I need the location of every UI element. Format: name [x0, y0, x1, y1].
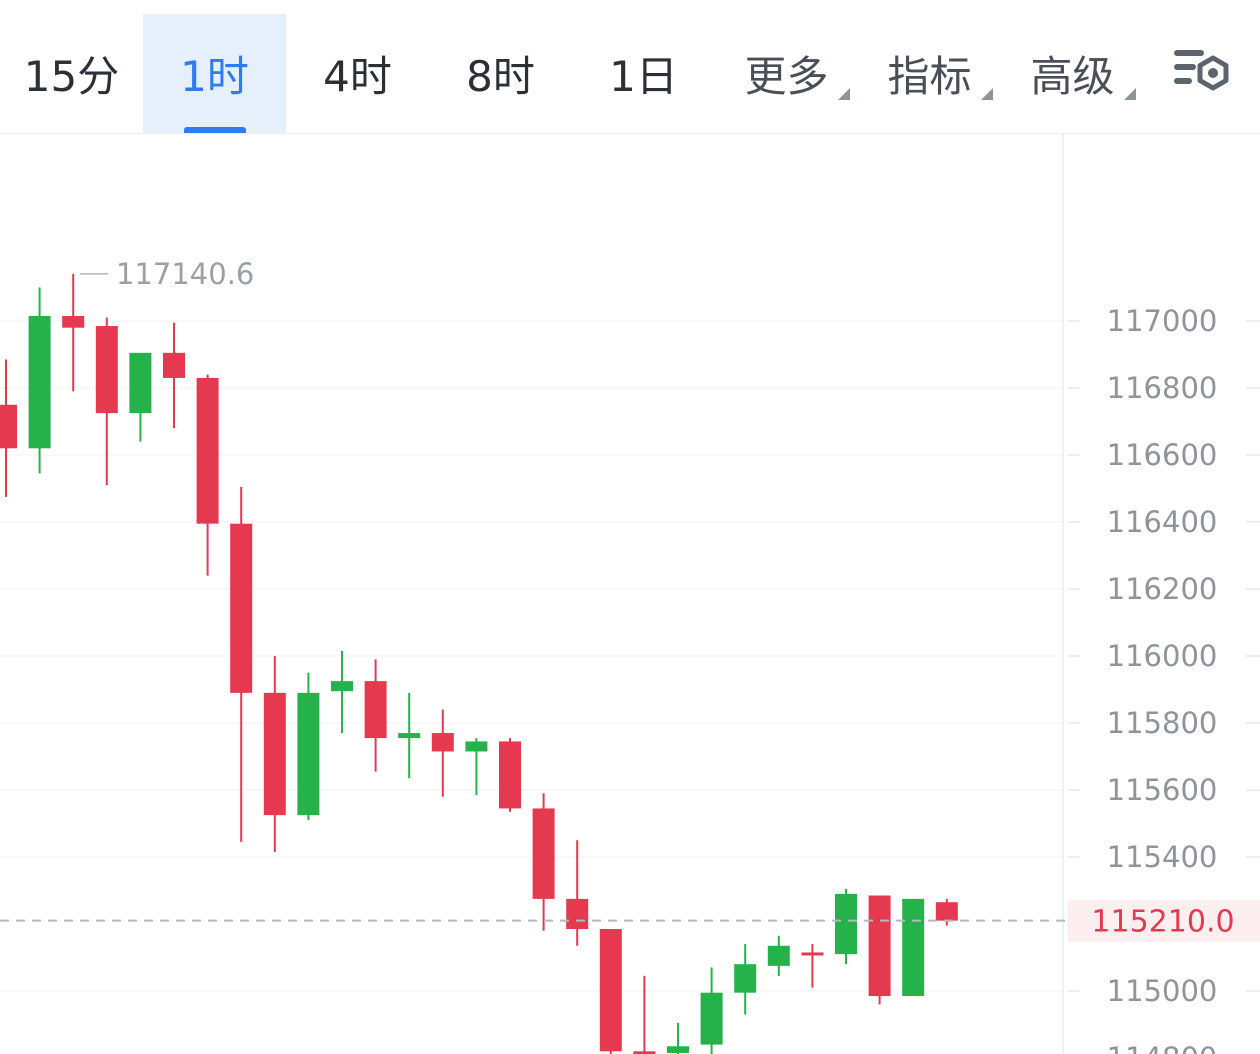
axis-tick-label: 116000: [1107, 639, 1218, 673]
candle-body: [667, 1046, 689, 1053]
candle-body: [297, 692, 320, 816]
price-axis: 114800 115000 115400 115600 115800 116000 1162…: [1068, 304, 1260, 1054]
advanced-dropdown-caret-icon: [1124, 88, 1136, 100]
timeframe-toolbar: 15分 1时 4时 8时 1日 更多 指标 高级: [0, 0, 1260, 134]
axis-tick-label: 116800: [1107, 371, 1218, 405]
chart-gridlines: [0, 134, 1064, 1054]
candle-body: [28, 315, 51, 449]
indicators-dropdown-caret-icon: [981, 88, 993, 100]
axis-tick-label: 115600: [1107, 773, 1218, 807]
axis-tick-label: 117000: [1107, 304, 1218, 338]
axis-tick-label: 116200: [1107, 572, 1218, 606]
more-dropdown[interactable]: 更多: [715, 14, 858, 133]
candle-body: [129, 352, 152, 414]
candle-body: [364, 681, 387, 739]
candle-body: [0, 404, 17, 449]
more-dropdown-caret-icon: [838, 88, 850, 100]
advanced-dropdown-label: 高级: [1030, 52, 1115, 101]
candle-body: [431, 733, 454, 752]
tab-8h[interactable]: 8时: [429, 14, 572, 133]
candle-body: [230, 523, 253, 693]
axis-tick-label: 116400: [1107, 505, 1218, 539]
candle-body: [902, 898, 925, 997]
axis-tick-label: 115400: [1107, 840, 1218, 874]
candle-body: [599, 929, 622, 1052]
candle-body: [935, 902, 958, 921]
axis-tick-label: 114800: [1107, 1041, 1218, 1054]
candle-body: [499, 741, 521, 809]
tab-1d[interactable]: 1日: [572, 14, 715, 133]
candle-body: [398, 733, 421, 739]
candle-body: [62, 315, 85, 328]
candle-body: [734, 964, 757, 993]
more-dropdown-label: 更多: [744, 52, 829, 101]
tab-1d-label: 1日: [609, 52, 678, 101]
candle-body: [163, 352, 185, 378]
chart-markers: 115210.0 117140.6: [0, 257, 1260, 942]
tab-15m-label: 15分: [23, 52, 120, 101]
advanced-dropdown[interactable]: 高级: [1001, 14, 1144, 133]
candle-body: [263, 692, 286, 816]
candle-body: [532, 808, 555, 899]
tab-1h-label: 1时: [180, 52, 249, 101]
current-price-badge: [1068, 899, 1260, 942]
candle-body: [465, 741, 488, 752]
chart-settings-gear-icon: [1174, 50, 1229, 91]
candle-body: [835, 893, 857, 955]
tab-8h-label: 8时: [466, 52, 535, 101]
candle-body: [196, 377, 219, 524]
tab-15m[interactable]: 15分: [0, 14, 143, 133]
candle-body: [95, 326, 118, 414]
axis-tick-label: 115800: [1107, 706, 1218, 740]
candle-body: [801, 952, 824, 956]
axis-tick-label: 116600: [1107, 438, 1218, 472]
indicators-dropdown-label: 指标: [887, 52, 972, 101]
tab-1h[interactable]: 1时: [143, 14, 286, 133]
candle-body: [700, 992, 723, 1045]
candles: [0, 273, 958, 1054]
high-marker-label: 117140.6: [116, 257, 254, 291]
tab-4h-label: 4时: [323, 52, 392, 101]
chart-settings-button[interactable]: [1168, 44, 1232, 104]
active-tab-indicator: [183, 127, 246, 133]
tab-4h[interactable]: 4时: [286, 14, 429, 133]
candle-body: [868, 895, 891, 997]
price-chart[interactable]: 114800 115000 115400 115600 115800 116000 1162…: [0, 134, 1260, 1054]
candle-body: [331, 681, 353, 692]
candle-body: [566, 898, 589, 930]
current-price-label: 115210.0: [1091, 905, 1234, 940]
axis-tick-label: 115000: [1107, 974, 1218, 1008]
indicators-dropdown[interactable]: 指标: [858, 14, 1001, 133]
candle-body: [767, 945, 790, 966]
candle-body: [633, 1051, 656, 1054]
